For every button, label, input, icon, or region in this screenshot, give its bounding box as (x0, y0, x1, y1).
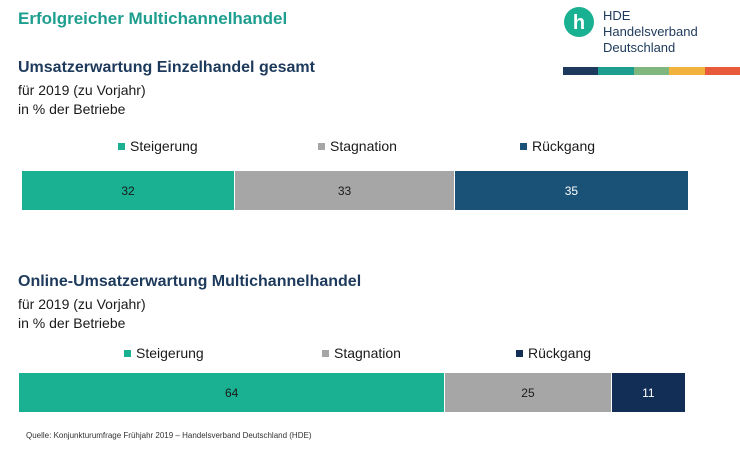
bar-value-label: 35 (564, 183, 579, 198)
chart-2-legend-steigerung: Steigerung (124, 345, 204, 361)
legend-label: Rückgang (528, 345, 592, 361)
legend-label: Stagnation (334, 345, 401, 361)
chart-1-legend-steigerung: Steigerung (118, 138, 198, 154)
chart-2-legend-rueckgang: Rückgang (516, 345, 591, 361)
legend-swatch (124, 349, 131, 357)
logo-line-1: HDE (603, 8, 631, 23)
bar-segment-rückgang: 11 (611, 373, 685, 412)
legend-swatch (322, 349, 329, 357)
chart-2-stacked-bar: 64 25 11 (19, 373, 685, 412)
legend-swatch (318, 142, 325, 150)
logo-stripe (563, 67, 599, 75)
bar-segment-stagnation: 25 (445, 373, 612, 412)
logo-stripe (633, 67, 670, 75)
legend-label: Stagnation (330, 138, 397, 154)
bar-segment-steigerung: 64 (19, 373, 446, 412)
bar-value-label: 64 (224, 385, 239, 400)
bar-segment-rückgang: 35 (454, 171, 688, 210)
hde-logo-icon: h (564, 7, 594, 37)
chart-2-title: Online-Umsatzerwartung Multichannelhande… (18, 273, 362, 290)
chart-1-title: Umsatzerwartung Einzelhandel gesamt (18, 59, 315, 76)
bar-segment-stagnation: 33 (235, 171, 455, 210)
legend-label: Steigerung (136, 345, 204, 361)
chart-1-legend-stagnation: Stagnation (318, 138, 397, 154)
logo-text: HDE Handelsverband Deutschland (603, 8, 698, 56)
logo-stripe (704, 67, 740, 75)
legend-label: Steigerung (130, 138, 198, 154)
legend-label: Rückgang (532, 138, 596, 154)
logo-stripe (669, 67, 705, 75)
chart-1-stacked-bar: 32 33 35 (22, 171, 688, 210)
bar-value-label: 33 (337, 183, 352, 198)
bar-value-label: 25 (521, 385, 535, 400)
chart-1-subtitle-2: in % der Betriebe (18, 101, 126, 117)
source-note: Quelle: Konjunkturumfrage Frühjahr 2019 … (26, 431, 312, 440)
logo-line-2: Handelsverband (603, 24, 698, 39)
bar-value-label: 11 (642, 385, 655, 400)
legend-swatch (516, 349, 523, 357)
chart-2-subtitle-1: für 2019 (zu Vorjahr) (18, 296, 146, 312)
chart-2-subtitle-2: in % der Betriebe (18, 315, 126, 331)
chart-2-legend-stagnation: Stagnation (322, 345, 401, 361)
legend-swatch (520, 142, 527, 150)
chart-1-subtitle-1: für 2019 (zu Vorjahr) (18, 82, 146, 98)
bar-value-label: 32 (121, 183, 135, 198)
logo-line-3: Deutschland (603, 40, 676, 55)
legend-swatch (118, 142, 125, 150)
chart-1-legend-rueckgang: Rückgang (520, 138, 595, 154)
logo-stripes (563, 67, 740, 75)
slide-title: Erfolgreicher Multichannelhandel (18, 9, 288, 28)
logo-stripe (598, 67, 634, 75)
logo-letter: h (573, 12, 585, 34)
bar-segment-steigerung: 32 (22, 171, 236, 210)
hde-logo: h HDE Handelsverband Deutschland (563, 6, 740, 66)
